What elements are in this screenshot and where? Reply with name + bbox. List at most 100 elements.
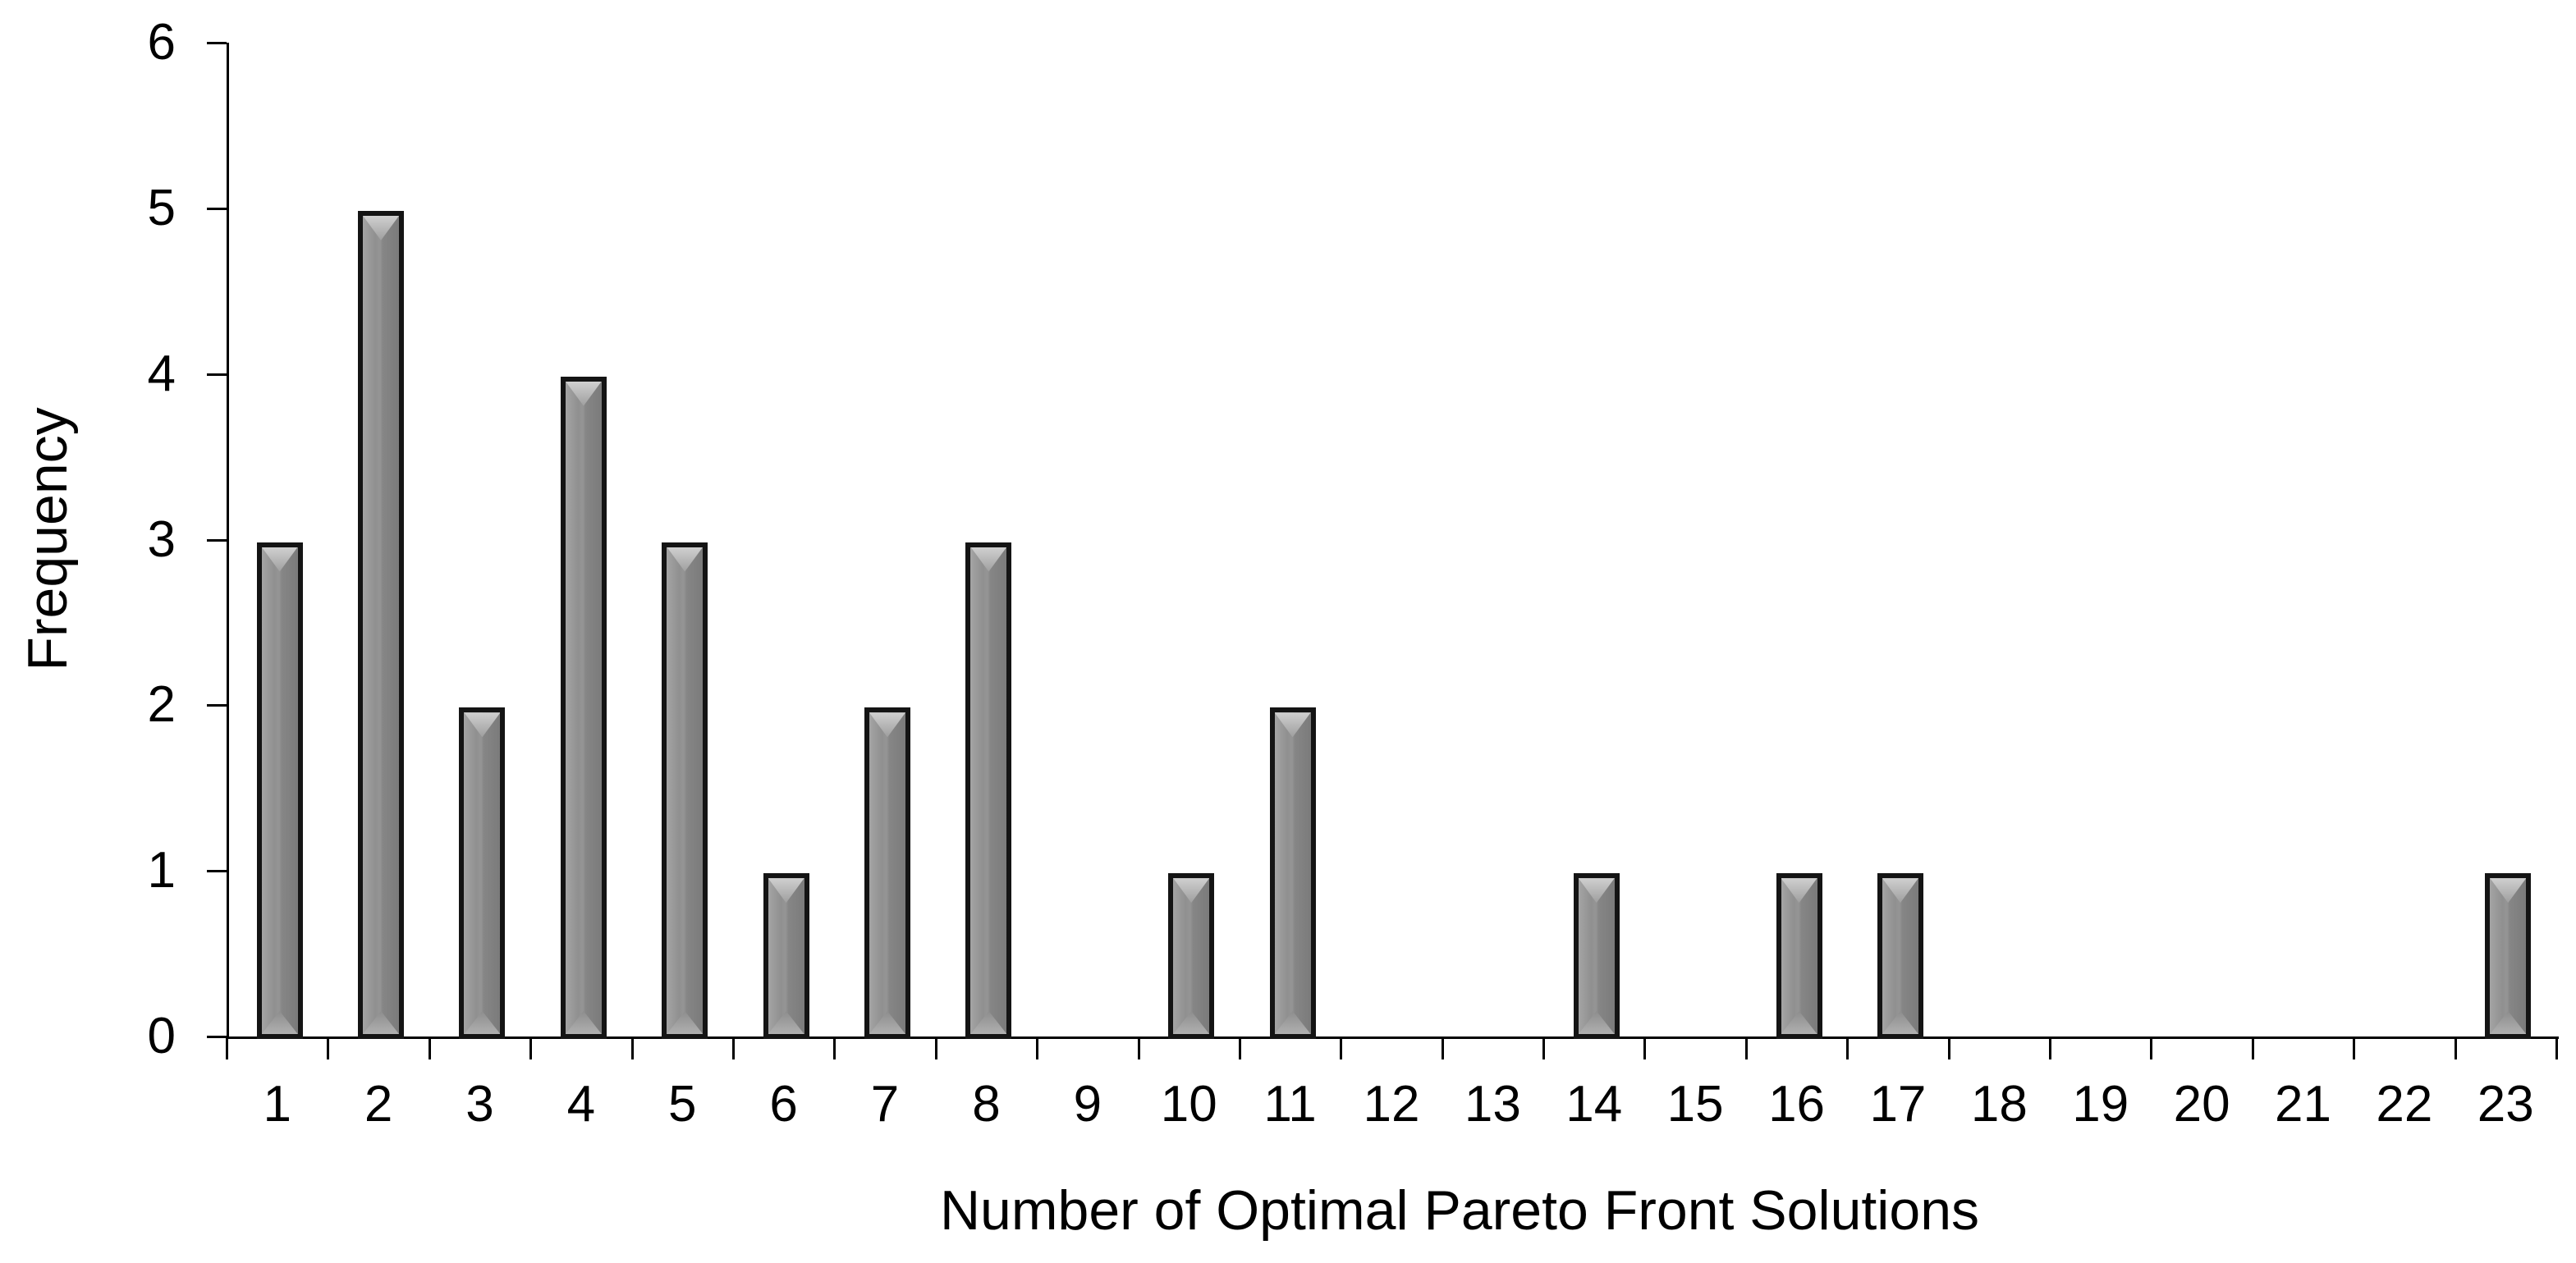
- x-axis-title: Number of Optimal Pareto Front Solutions: [939, 1179, 1980, 1242]
- x-tick-label-14: 14: [1565, 1076, 1623, 1133]
- bar-slot-21: [2255, 43, 2356, 1036]
- bar-slot-22: [2356, 43, 2457, 1036]
- x-axis-tick: [2049, 1036, 2052, 1059]
- y-axis-tick: [207, 373, 227, 376]
- x-tick-label-4: 4: [566, 1076, 596, 1133]
- bar-slot-8: [938, 43, 1039, 1039]
- bar-slot-6: [736, 43, 837, 1039]
- bar-slot-1: [229, 43, 330, 1039]
- x-axis-tick: [2353, 1036, 2356, 1059]
- y-tick-label-5: 5: [147, 179, 176, 236]
- x-axis-tick: [630, 1036, 634, 1059]
- bar-8: [965, 542, 1012, 1039]
- y-axis-tick: [207, 42, 227, 44]
- bar-slot-11: [1242, 43, 1343, 1039]
- x-tick-labels: 1 2 3 4 5 6 7 8 9 10 11 12 13 14 15 16 17 18 19 20 21 22 23: [227, 1072, 2556, 1137]
- x-tick-label-15: 15: [1666, 1076, 1724, 1133]
- x-axis-tick: [1441, 1036, 1444, 1059]
- bar-slot-16: [1749, 43, 1849, 1039]
- x-axis-tick: [1744, 1036, 1748, 1059]
- bar-10: [1168, 873, 1215, 1039]
- bar-slot-9: [1039, 43, 1140, 1036]
- x-tick-label-16: 16: [1768, 1076, 1826, 1133]
- bar-2: [358, 210, 405, 1039]
- x-axis-tick: [934, 1036, 937, 1059]
- x-tick-label-22: 22: [2376, 1076, 2433, 1133]
- bar-7: [864, 707, 911, 1039]
- x-tick-label-23: 23: [2477, 1076, 2534, 1133]
- bar-4: [560, 376, 607, 1039]
- bar-slot-20: [2153, 43, 2254, 1036]
- x-axis-tick: [1238, 1036, 1241, 1059]
- x-tick-label-5: 5: [668, 1076, 697, 1133]
- bar-slot-18: [1951, 43, 2052, 1036]
- x-tick-label-6: 6: [769, 1076, 798, 1133]
- y-tick-label-0: 0: [147, 1008, 176, 1064]
- x-tick-label-21: 21: [2275, 1076, 2331, 1133]
- x-axis-tick: [428, 1036, 431, 1059]
- bar-23: [2485, 873, 2532, 1039]
- bar-slot-5: [635, 43, 736, 1039]
- bar-14: [1573, 873, 1620, 1039]
- x-axis-tick: [731, 1036, 735, 1059]
- bar-slot-23: [2458, 43, 2559, 1039]
- bar-6: [763, 873, 809, 1039]
- bar-slot-19: [2052, 43, 2153, 1036]
- x-axis-tick: [226, 1036, 228, 1059]
- x-axis-tick: [1340, 1036, 1343, 1059]
- bar-slot-2: [330, 43, 431, 1039]
- x-tick-label-11: 11: [1263, 1076, 1317, 1133]
- y-axis-tick: [207, 870, 227, 873]
- bar-slot-3: [432, 43, 533, 1039]
- x-axis-tick: [2454, 1036, 2457, 1059]
- bar-17: [1877, 873, 1923, 1039]
- y-axis-tick: [207, 538, 227, 542]
- x-axis-tick: [327, 1036, 330, 1059]
- x-axis-tick: [2251, 1036, 2254, 1059]
- bar-16: [1776, 873, 1822, 1039]
- x-tick-label-7: 7: [870, 1076, 900, 1133]
- x-tick-label-2: 2: [364, 1076, 393, 1133]
- bar-slot-13: [1445, 43, 1546, 1036]
- y-tick-label-3: 3: [147, 510, 176, 568]
- x-tick-label-10: 10: [1160, 1076, 1217, 1133]
- x-axis-tick: [1846, 1036, 1849, 1059]
- y-tick-label-2: 2: [147, 676, 176, 734]
- x-axis-tick: [2150, 1036, 2153, 1059]
- bar-slot-17: [1849, 43, 1950, 1039]
- x-tick-label-13: 13: [1464, 1076, 1521, 1133]
- x-tick-label-8: 8: [972, 1076, 1001, 1133]
- bar-slot-4: [533, 43, 634, 1039]
- x-tick-label-1: 1: [263, 1076, 291, 1133]
- bars-container: [229, 43, 2559, 1039]
- y-tick-label-6: 6: [147, 14, 176, 71]
- x-axis-tick: [529, 1036, 533, 1059]
- x-axis-tick: [1137, 1036, 1140, 1059]
- y-axis-tick: [207, 704, 227, 707]
- bar-3: [459, 707, 506, 1039]
- bar-11: [1269, 707, 1316, 1039]
- bar-slot-10: [1141, 43, 1242, 1039]
- bar-slot-15: [1647, 43, 1748, 1036]
- x-tick-label-18: 18: [1970, 1076, 2028, 1133]
- x-axis-tick: [1542, 1036, 1546, 1059]
- bar-1: [256, 542, 303, 1039]
- x-tick-label-19: 19: [2072, 1076, 2129, 1133]
- y-tick-label-1: 1: [147, 842, 176, 899]
- plot-area: [227, 43, 2559, 1039]
- y-axis-tick: [207, 1036, 227, 1038]
- bar-slot-12: [1343, 43, 1444, 1036]
- y-axis-tick: [207, 207, 227, 210]
- bar-slot-14: [1546, 43, 1647, 1039]
- x-axis-tick: [833, 1036, 837, 1059]
- bar-5: [662, 542, 708, 1039]
- x-axis-tick: [1036, 1036, 1039, 1059]
- x-axis-tick: [1643, 1036, 1647, 1059]
- x-tick-label-3: 3: [465, 1076, 494, 1133]
- x-tick-label-9: 9: [1073, 1076, 1102, 1133]
- y-tick-label-4: 4: [147, 345, 176, 402]
- x-axis-tick: [1947, 1036, 1950, 1059]
- x-tick-label-20: 20: [2173, 1076, 2230, 1133]
- x-tick-label-17: 17: [1869, 1076, 1927, 1133]
